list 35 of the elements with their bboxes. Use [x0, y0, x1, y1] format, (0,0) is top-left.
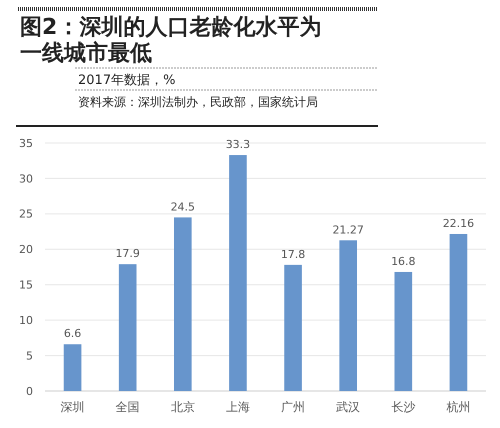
text: 资料来源：深圳法制办，民政部，国家统计局: [78, 95, 318, 109]
x-tick-label: 北京: [170, 400, 195, 414]
x-tick-label: 深圳: [60, 400, 85, 414]
bar: [118, 264, 137, 391]
y-tick-label: 20: [19, 243, 33, 256]
data-label: 17.9: [115, 247, 140, 260]
y-tick-label: 25: [19, 208, 33, 221]
data-label: 6.6: [64, 327, 82, 340]
data-label: 24.5: [170, 200, 196, 214]
y-tick-label: 10: [19, 314, 33, 327]
data-label: 22.16: [442, 216, 474, 230]
bar: [284, 264, 302, 391]
bar: [64, 344, 82, 391]
y-tick-label: 5: [26, 349, 33, 362]
bar: [394, 272, 412, 391]
y-tick-label: 0: [26, 384, 33, 398]
y-tick-label: 35: [19, 136, 33, 150]
chart-subtitle: 2017年数据，%: [78, 73, 176, 88]
data-label: 16.8: [391, 254, 416, 268]
bar: [229, 155, 247, 391]
x-tick-label: 广州: [281, 400, 306, 414]
bar: [450, 234, 468, 391]
data-label: 21.27: [332, 223, 364, 236]
data-label: 17.8: [280, 248, 306, 261]
y-tick-label: 30: [19, 172, 33, 186]
x-tick-label: 上海: [226, 400, 250, 414]
x-tick-label: 长沙: [391, 400, 416, 414]
chart-title: 图2：深圳的人口老龄化水平为一线城市最低: [20, 15, 322, 66]
y-tick-label: 15: [19, 278, 33, 292]
x-tick-label: 杭州: [445, 400, 470, 414]
bar: [174, 217, 192, 391]
bar: [339, 240, 358, 391]
x-tick-label: 武汉: [336, 400, 360, 414]
data-label: 33.3: [226, 138, 250, 152]
x-tick-label: 全国: [116, 400, 140, 414]
